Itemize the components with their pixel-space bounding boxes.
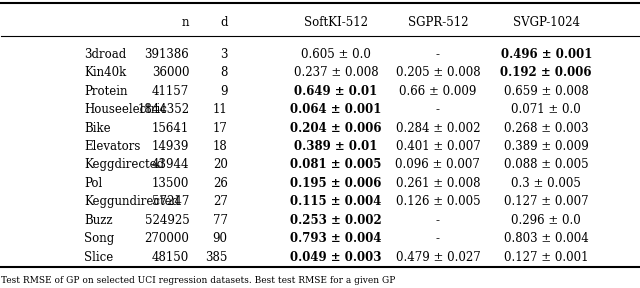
Text: -: -	[436, 48, 440, 61]
Text: -: -	[436, 232, 440, 245]
Text: 0.605 ± 0.0: 0.605 ± 0.0	[301, 48, 371, 61]
Text: 0.115 ± 0.004: 0.115 ± 0.004	[291, 196, 381, 209]
Text: 391386: 391386	[145, 48, 189, 61]
Text: Bike: Bike	[84, 122, 111, 134]
Text: 0.261 ± 0.008: 0.261 ± 0.008	[396, 177, 480, 190]
Text: 0.3 ± 0.005: 0.3 ± 0.005	[511, 177, 581, 190]
Text: 0.071 ± 0.0: 0.071 ± 0.0	[511, 103, 581, 116]
Text: 0.66 ± 0.009: 0.66 ± 0.009	[399, 85, 477, 98]
Text: 11: 11	[213, 103, 228, 116]
Text: SGPR-512: SGPR-512	[408, 16, 468, 29]
Text: 0.064 ± 0.001: 0.064 ± 0.001	[291, 103, 381, 116]
Text: d: d	[220, 16, 228, 29]
Text: 0.192 ± 0.006: 0.192 ± 0.006	[500, 66, 592, 79]
Text: 13500: 13500	[152, 177, 189, 190]
Text: Buzz: Buzz	[84, 214, 113, 227]
Text: 0.479 ± 0.027: 0.479 ± 0.027	[396, 251, 480, 264]
Text: 0.268 ± 0.003: 0.268 ± 0.003	[504, 122, 589, 134]
Text: Kin40k: Kin40k	[84, 66, 127, 79]
Text: Test RMSE of GP on selected UCI regression datasets. Best test RMSE for a given : Test RMSE of GP on selected UCI regressi…	[1, 276, 396, 285]
Text: 0.401 ± 0.007: 0.401 ± 0.007	[396, 140, 480, 153]
Text: 77: 77	[212, 214, 228, 227]
Text: 0.195 ± 0.006: 0.195 ± 0.006	[291, 177, 381, 190]
Text: n: n	[182, 16, 189, 29]
Text: 8: 8	[220, 66, 228, 79]
Text: 41157: 41157	[152, 85, 189, 98]
Text: Keggundirected: Keggundirected	[84, 196, 179, 209]
Text: 270000: 270000	[145, 232, 189, 245]
Text: 43944: 43944	[152, 158, 189, 171]
Text: 36000: 36000	[152, 66, 189, 79]
Text: Keggdirected: Keggdirected	[84, 158, 164, 171]
Text: 0.204 ± 0.006: 0.204 ± 0.006	[290, 122, 381, 134]
Text: Slice: Slice	[84, 251, 113, 264]
Text: 1844352: 1844352	[137, 103, 189, 116]
Text: 0.253 ± 0.002: 0.253 ± 0.002	[290, 214, 382, 227]
Text: Pol: Pol	[84, 177, 102, 190]
Text: 0.127 ± 0.007: 0.127 ± 0.007	[504, 196, 589, 209]
Text: 20: 20	[212, 158, 228, 171]
Text: 0.803 ± 0.004: 0.803 ± 0.004	[504, 232, 589, 245]
Text: 57247: 57247	[152, 196, 189, 209]
Text: 0.081 ± 0.005: 0.081 ± 0.005	[291, 158, 381, 171]
Text: Houseelectric: Houseelectric	[84, 103, 167, 116]
Text: 0.127 ± 0.001: 0.127 ± 0.001	[504, 251, 588, 264]
Text: 0.296 ± 0.0: 0.296 ± 0.0	[511, 214, 581, 227]
Text: 0.389 ± 0.009: 0.389 ± 0.009	[504, 140, 589, 153]
Text: 0.237 ± 0.008: 0.237 ± 0.008	[294, 66, 378, 79]
Text: Protein: Protein	[84, 85, 128, 98]
Text: 90: 90	[212, 232, 228, 245]
Text: 3droad: 3droad	[84, 48, 127, 61]
Text: 27: 27	[212, 196, 228, 209]
Text: Song: Song	[84, 232, 115, 245]
Text: 14939: 14939	[152, 140, 189, 153]
Text: -: -	[436, 103, 440, 116]
Text: -: -	[436, 214, 440, 227]
Text: 0.049 ± 0.003: 0.049 ± 0.003	[290, 251, 381, 264]
Text: 524925: 524925	[145, 214, 189, 227]
Text: 0.496 ± 0.001: 0.496 ± 0.001	[500, 48, 592, 61]
Text: 17: 17	[212, 122, 228, 134]
Text: 9: 9	[220, 85, 228, 98]
Text: 385: 385	[205, 251, 228, 264]
Text: 0.284 ± 0.002: 0.284 ± 0.002	[396, 122, 480, 134]
Text: 0.088 ± 0.005: 0.088 ± 0.005	[504, 158, 589, 171]
Text: 15641: 15641	[152, 122, 189, 134]
Text: 0.659 ± 0.008: 0.659 ± 0.008	[504, 85, 589, 98]
Text: SVGP-1024: SVGP-1024	[513, 16, 580, 29]
Text: 0.096 ± 0.007: 0.096 ± 0.007	[396, 158, 481, 171]
Text: 48150: 48150	[152, 251, 189, 264]
Text: 0.793 ± 0.004: 0.793 ± 0.004	[290, 232, 381, 245]
Text: SoftKI-512: SoftKI-512	[304, 16, 368, 29]
Text: 0.389 ± 0.01: 0.389 ± 0.01	[294, 140, 378, 153]
Text: 0.126 ± 0.005: 0.126 ± 0.005	[396, 196, 480, 209]
Text: 26: 26	[212, 177, 228, 190]
Text: 0.205 ± 0.008: 0.205 ± 0.008	[396, 66, 480, 79]
Text: 3: 3	[220, 48, 228, 61]
Text: Elevators: Elevators	[84, 140, 141, 153]
Text: 0.649 ± 0.01: 0.649 ± 0.01	[294, 85, 378, 98]
Text: 18: 18	[213, 140, 228, 153]
